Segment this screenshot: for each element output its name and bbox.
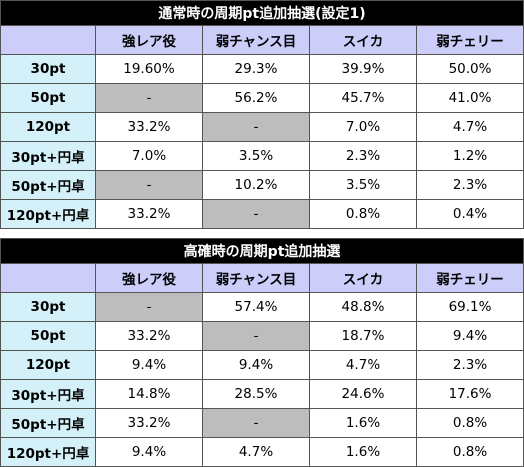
value-cell: 0.8% <box>415 437 524 467</box>
value-cell: - <box>202 408 310 438</box>
value-cell: 29.3% <box>202 54 310 84</box>
value-cell: 2.3% <box>309 141 417 171</box>
value-cell: 45.7% <box>309 83 417 113</box>
header-row: 強レア役 弱チャンス目 スイカ 弱チェリー <box>0 25 524 55</box>
probability-table-2: 高確時の周期pt追加抽選 強レア役 弱チャンス目 スイカ 弱チェリー 30pt -57.4%… <box>0 238 524 467</box>
value-cell: 9.4% <box>95 437 203 467</box>
value-cell: 33.2% <box>95 199 203 229</box>
value-cell: 69.1% <box>415 292 524 322</box>
value-cell: 9.4% <box>415 321 524 351</box>
row-label: 30pt <box>0 54 96 84</box>
value-cell: - <box>95 83 203 113</box>
column-header: 弱チャンス目 <box>202 263 310 293</box>
column-header: 強レア役 <box>95 25 203 55</box>
table-row: 50pt -56.2% 45.7% 41.0% <box>0 83 524 113</box>
value-cell: 56.2% <box>202 83 310 113</box>
value-cell: 1.2% <box>415 141 524 171</box>
row-label: 120pt <box>0 350 96 380</box>
value-cell: - <box>202 321 310 351</box>
column-header: スイカ <box>309 263 417 293</box>
table-row: 50pt 33.2% -18.7% 9.4% <box>0 321 524 351</box>
value-cell: 7.0% <box>95 141 203 171</box>
table-row: 30pt+円卓 14.8% 28.5% 24.6% 17.6% <box>0 379 524 409</box>
value-cell: 1.6% <box>309 437 417 467</box>
column-header: 弱チェリー <box>415 263 524 293</box>
value-cell: 57.4% <box>202 292 310 322</box>
value-cell: 28.5% <box>202 379 310 409</box>
row-label: 30pt+円卓 <box>0 379 96 409</box>
table-title: 高確時の周期pt追加抽選 <box>0 238 524 264</box>
table-row: 120pt+円卓 33.2% -0.8% 0.4% <box>0 199 524 229</box>
value-cell: 0.4% <box>415 199 524 229</box>
column-header: 弱チェリー <box>415 25 524 55</box>
table-row: 30pt -57.4% 48.8% 69.1% <box>0 292 524 322</box>
value-cell: - <box>95 292 203 322</box>
table-row: 30pt 19.60% 29.3% 39.9% 50.0% <box>0 54 524 84</box>
value-cell: 33.2% <box>95 112 203 142</box>
table-row: 120pt 9.4% 9.4% 4.7% 2.3% <box>0 350 524 380</box>
value-cell: 0.8% <box>415 408 524 438</box>
table-title: 通常時の周期pt追加抽選(設定1) <box>0 0 524 26</box>
value-cell: 9.4% <box>202 350 310 380</box>
value-cell: 33.2% <box>95 408 203 438</box>
value-cell: 1.6% <box>309 408 417 438</box>
value-cell: 9.4% <box>95 350 203 380</box>
value-cell: 50.0% <box>415 54 524 84</box>
value-cell: 10.2% <box>202 170 310 200</box>
value-cell: 3.5% <box>309 170 417 200</box>
value-cell: - <box>202 112 310 142</box>
value-cell: 19.60% <box>95 54 203 84</box>
column-header: 強レア役 <box>95 263 203 293</box>
value-cell: 0.8% <box>309 199 417 229</box>
value-cell: 39.9% <box>309 54 417 84</box>
value-cell: 2.3% <box>415 170 524 200</box>
row-label: 30pt <box>0 292 96 322</box>
value-cell: 3.5% <box>202 141 310 171</box>
value-cell: 18.7% <box>309 321 417 351</box>
row-label: 50pt <box>0 321 96 351</box>
corner-cell <box>0 25 96 55</box>
value-cell: 48.8% <box>309 292 417 322</box>
probability-table-1: 通常時の周期pt追加抽選(設定1) 強レア役 弱チャンス目 スイカ 弱チェリー 30pt 1… <box>0 0 524 229</box>
row-label: 120pt <box>0 112 96 142</box>
value-cell: 33.2% <box>95 321 203 351</box>
value-cell: 41.0% <box>415 83 524 113</box>
row-label: 50pt+円卓 <box>0 408 96 438</box>
column-header: スイカ <box>309 25 417 55</box>
table-row: 30pt+円卓 7.0% 3.5% 2.3% 1.2% <box>0 141 524 171</box>
row-label: 50pt <box>0 83 96 113</box>
value-cell: 7.0% <box>309 112 417 142</box>
value-cell: - <box>95 170 203 200</box>
row-label: 120pt+円卓 <box>0 437 96 467</box>
value-cell: 4.7% <box>309 350 417 380</box>
value-cell: 17.6% <box>415 379 524 409</box>
value-cell: 4.7% <box>202 437 310 467</box>
row-label: 50pt+円卓 <box>0 170 96 200</box>
corner-cell <box>0 263 96 293</box>
table-row: 50pt+円卓 33.2% -1.6% 0.8% <box>0 408 524 438</box>
value-cell: 24.6% <box>309 379 417 409</box>
value-cell: 4.7% <box>415 112 524 142</box>
header-row: 強レア役 弱チャンス目 スイカ 弱チェリー <box>0 263 524 293</box>
column-header: 弱チャンス目 <box>202 25 310 55</box>
value-cell: 2.3% <box>415 350 524 380</box>
value-cell: 14.8% <box>95 379 203 409</box>
value-cell: - <box>202 199 310 229</box>
table-row: 50pt+円卓 -10.2% 3.5% 2.3% <box>0 170 524 200</box>
row-label: 30pt+円卓 <box>0 141 96 171</box>
table-row: 120pt 33.2% -7.0% 4.7% <box>0 112 524 142</box>
row-label: 120pt+円卓 <box>0 199 96 229</box>
table-row: 120pt+円卓 9.4% 4.7% 1.6% 0.8% <box>0 437 524 467</box>
